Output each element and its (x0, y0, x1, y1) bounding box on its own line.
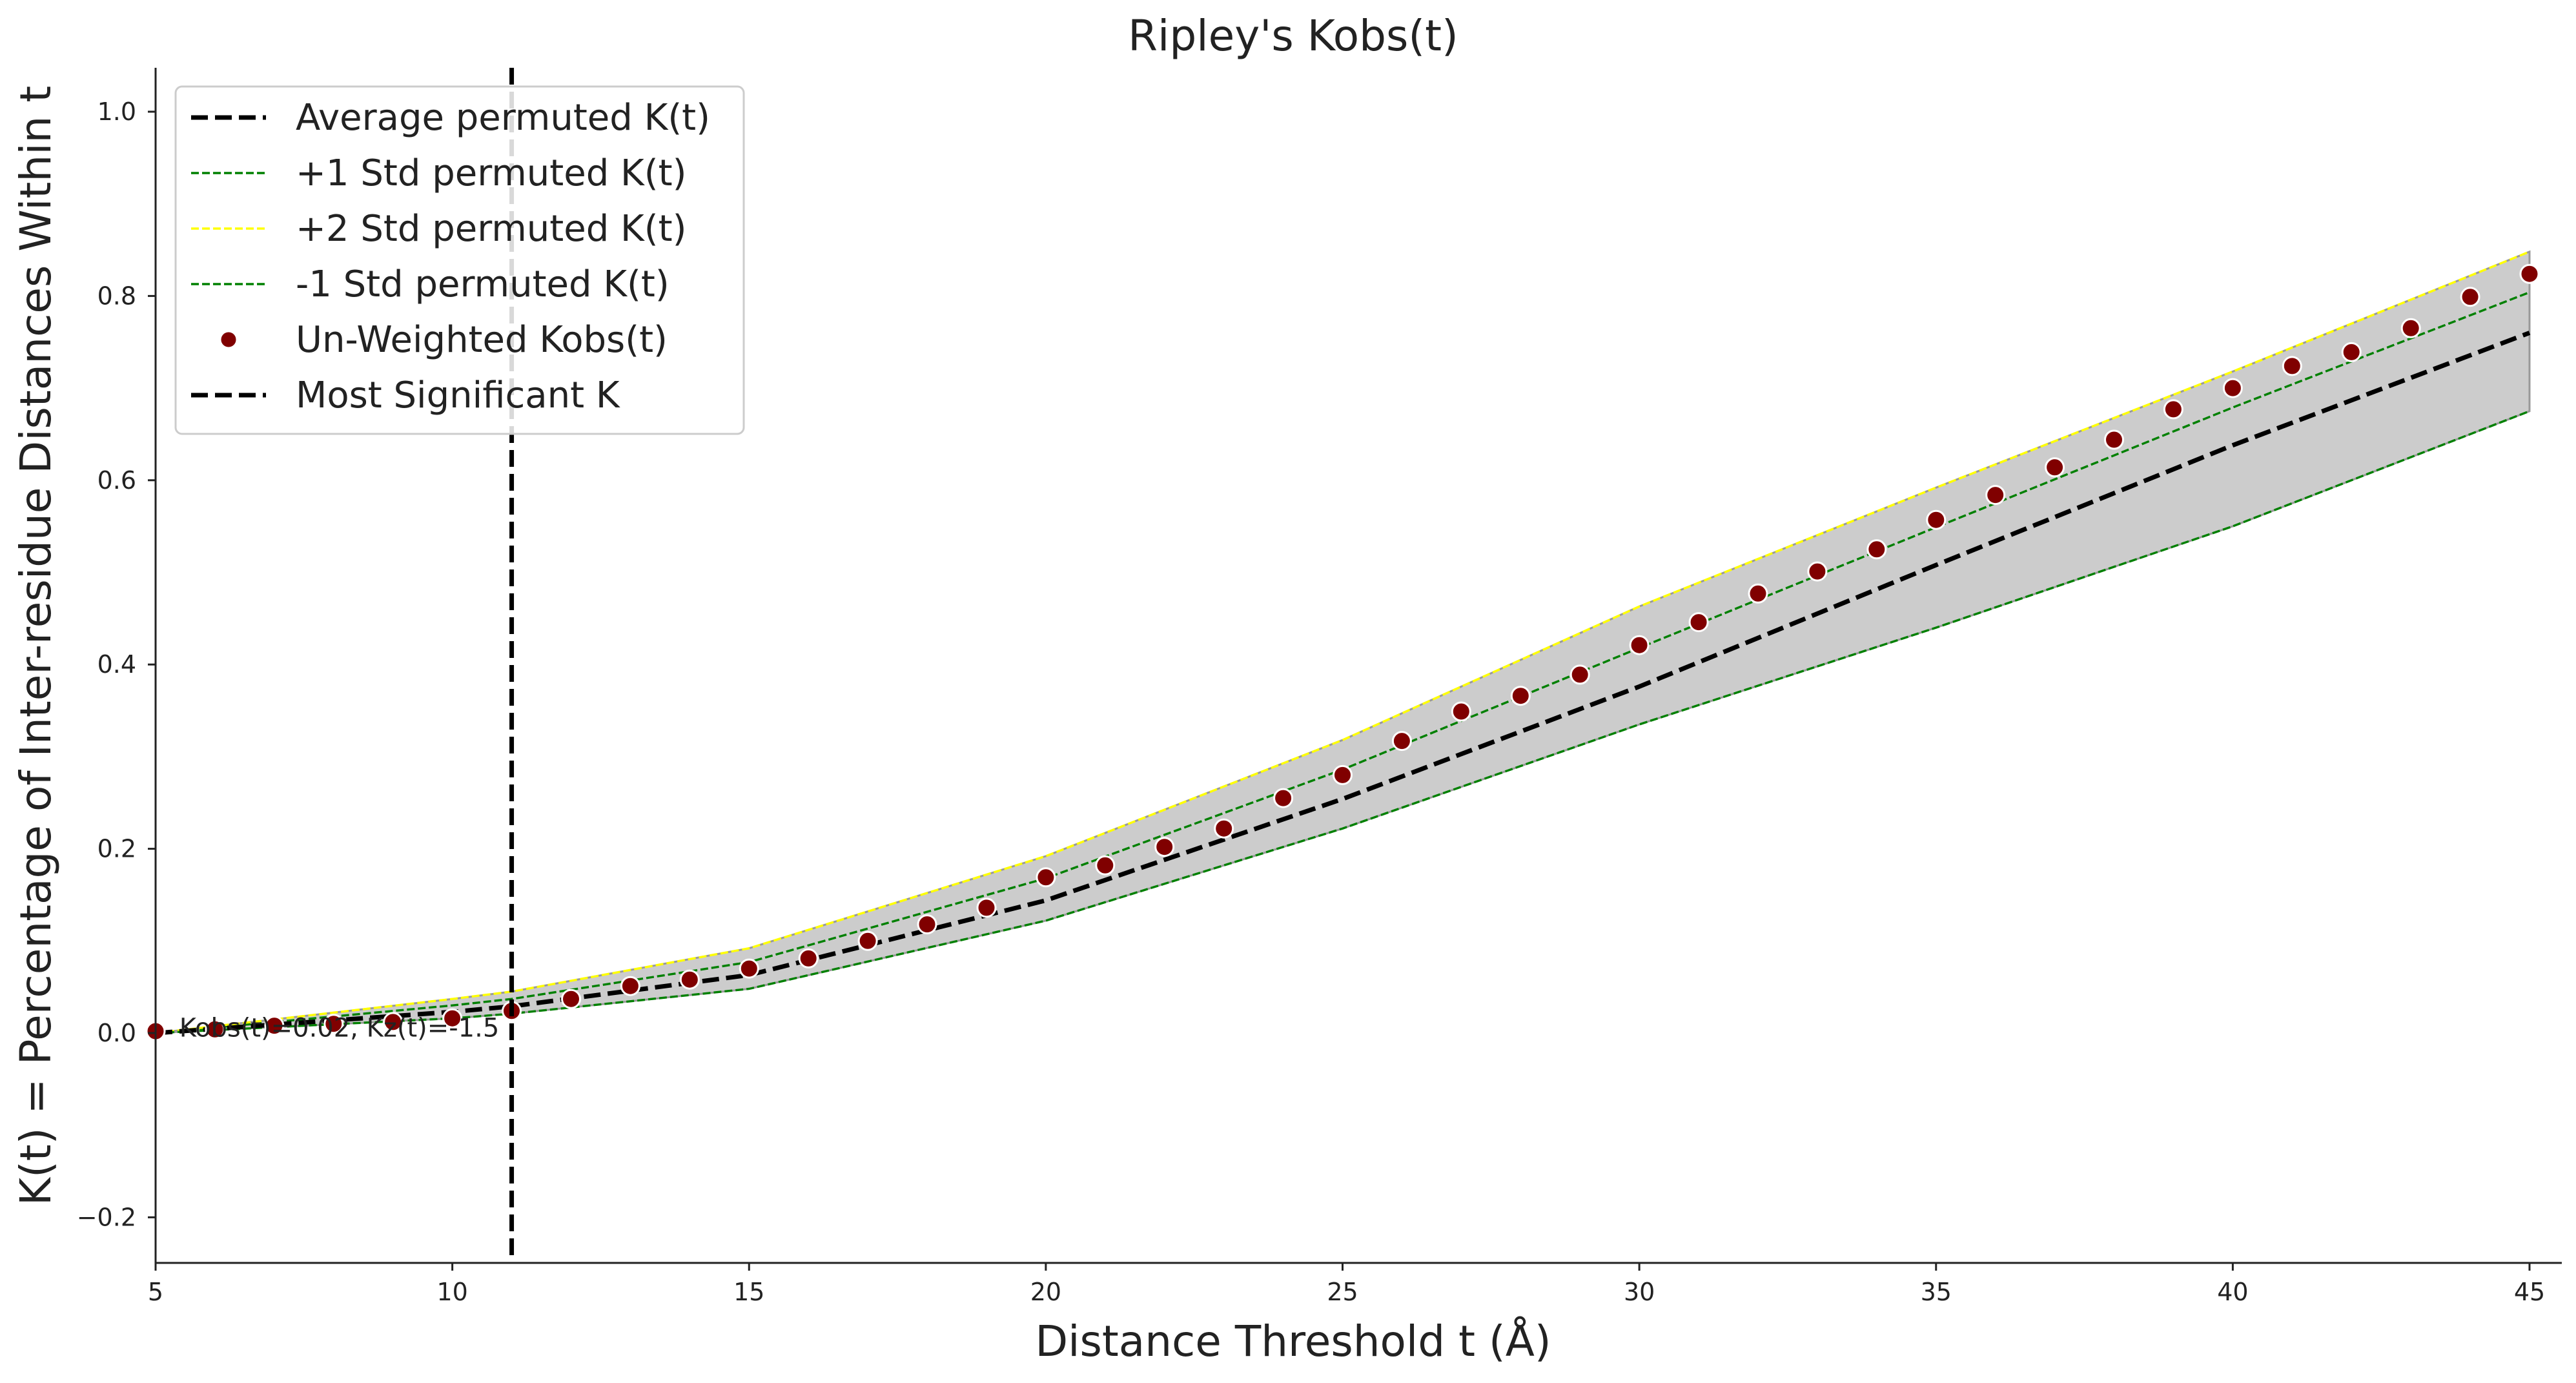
scatter-point (1214, 818, 1234, 839)
y-tick-label: 0.4 (97, 650, 136, 679)
scatter-point (2400, 318, 2421, 338)
scatter-point (1451, 701, 1471, 722)
legend-label: +2 Std permuted K(t) (296, 208, 686, 250)
scatter-point (1391, 731, 1412, 752)
x-tick-label: 5 (148, 1278, 163, 1306)
scatter-point (1510, 686, 1531, 706)
x-tick-label: 40 (2217, 1278, 2248, 1306)
series-line-1 (155, 291, 2530, 1034)
scatter-point (442, 1008, 463, 1029)
scatter-point (1333, 764, 1353, 785)
scatter-point (1273, 788, 1294, 808)
series-line-2 (155, 251, 2530, 1034)
y-axis-label: K(t) = Percentage of Inter-residue Dista… (11, 86, 61, 1205)
scatter-point (1629, 635, 1650, 655)
legend-item: Un-Weighted Kobs(t) (219, 319, 668, 361)
scatter-point (798, 948, 819, 968)
x-axis-ticks: 5 10 15 20 25 30 35 40 45 (148, 1263, 2545, 1306)
scatter-point (2460, 287, 2480, 307)
legend-label: -1 Std permuted K(t) (296, 263, 670, 305)
scatter-point (679, 969, 700, 990)
scatter-point (620, 976, 640, 996)
x-tick-label: 30 (1624, 1278, 1655, 1306)
scatter-point (1095, 855, 1116, 876)
scatter-point (264, 1016, 285, 1036)
axes: 5 10 15 20 25 30 35 40 45 −0.2 0.0 0.2 0.4 0.6 0.8 1.0 (77, 68, 2562, 1306)
scatter-point (1866, 539, 1887, 560)
x-tick-label: 45 (2514, 1278, 2545, 1306)
scatter-point (561, 989, 581, 1009)
legend-item: -1 Std permuted K(t) (191, 263, 670, 305)
legend-item: +1 Std permuted K(t) (191, 152, 686, 194)
x-tick-label: 20 (1030, 1278, 1061, 1306)
x-tick-label: 15 (733, 1278, 764, 1306)
legend-item: Average permuted K(t) (191, 97, 710, 139)
annotation-label: Kobs(t)=0.02, Kz(t)=-1.5 (179, 1014, 500, 1043)
scatter-point (1154, 837, 1175, 857)
y-tick-label: 1.0 (97, 97, 136, 126)
legend-label: Un-Weighted Kobs(t) (296, 319, 668, 361)
series-line-0 (155, 331, 2531, 1036)
legend-item: Most Significant K (191, 374, 620, 416)
y-tick-label: 0.6 (97, 466, 136, 495)
scatter-point (205, 1019, 225, 1040)
x-tick-label: 25 (1327, 1278, 1358, 1306)
scatter-point (2104, 429, 2124, 450)
scatter-point (976, 897, 997, 918)
scatter-point (2341, 342, 2362, 362)
legend-item: +2 Std permuted K(t) (191, 208, 686, 250)
scatter-point (739, 958, 759, 979)
scatter-point (917, 914, 937, 935)
x-tick-label: 10 (436, 1278, 467, 1306)
scatter-point (1926, 509, 1947, 530)
scatter-point (1807, 561, 1828, 582)
scatter-point (1688, 612, 1709, 633)
scatter-point (2282, 356, 2302, 376)
legend: Average permuted K(t) +1 Std permuted K(t… (174, 85, 745, 435)
scatter-point (2163, 399, 2183, 420)
series-line-3 (155, 410, 2530, 1034)
scatter-point (2045, 457, 2065, 478)
scatter-point (1569, 664, 1590, 685)
scatter-point (323, 1014, 344, 1034)
legend-frame (174, 85, 745, 435)
scatter-points (145, 263, 2540, 1041)
y-tick-label: 0.0 (97, 1019, 136, 1047)
series-lines (155, 251, 2531, 1036)
scatter-point (383, 1012, 404, 1032)
scatter-point (2222, 378, 2243, 398)
scatter-point (1036, 867, 1056, 888)
scatter-point (857, 930, 878, 951)
legend-swatch (219, 330, 238, 349)
legend-label: +1 Std permuted K(t) (296, 152, 686, 194)
scatter-point (1985, 485, 2006, 506)
y-tick-label: 0.2 (97, 835, 136, 863)
scatter-point (2519, 263, 2540, 284)
scatter-point (1748, 583, 1768, 604)
legend-label: Most Significant K (296, 374, 620, 416)
y-axis-ticks: −0.2 0.0 0.2 0.4 0.6 0.8 1.0 (77, 97, 156, 1231)
x-axis-label: Distance Threshold t (Å) (1035, 1316, 1551, 1366)
y-tick-label: 0.8 (97, 282, 136, 310)
y-tick-label: −0.2 (77, 1203, 136, 1231)
x-tick-label: 35 (1921, 1278, 1952, 1306)
chart-title: Ripley's Kobs(t) (1128, 11, 1458, 61)
legend-label: Average permuted K(t) (296, 97, 710, 139)
